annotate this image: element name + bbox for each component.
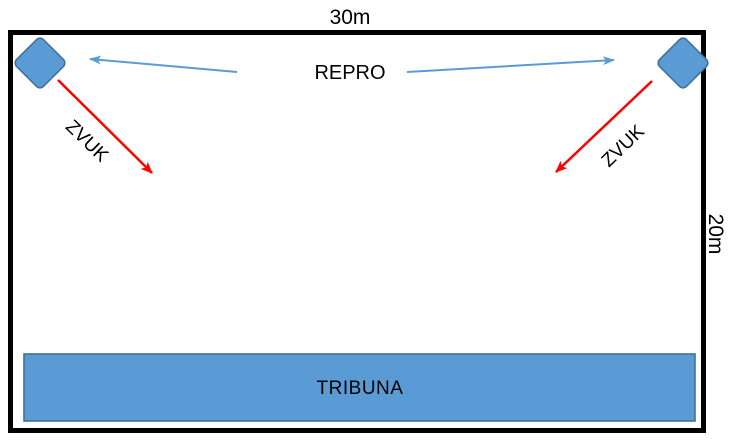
- dimension-label-right: 20m: [704, 214, 727, 255]
- sound-arrow-right: [555, 80, 653, 173]
- speaker-diamond-left-icon: [14, 37, 66, 89]
- repro-label: REPRO: [314, 62, 385, 84]
- arrow-to-left-speaker: [89, 55, 238, 73]
- speaker-diamond-right-icon: [657, 37, 709, 89]
- sound-arrow-left: [57, 79, 153, 174]
- tribuna-label: TRIBUNA: [317, 378, 404, 399]
- dimension-label-top: 30m: [330, 6, 371, 29]
- arrow-to-right-speaker: [406, 56, 615, 73]
- tribuna-stand: [23, 353, 696, 422]
